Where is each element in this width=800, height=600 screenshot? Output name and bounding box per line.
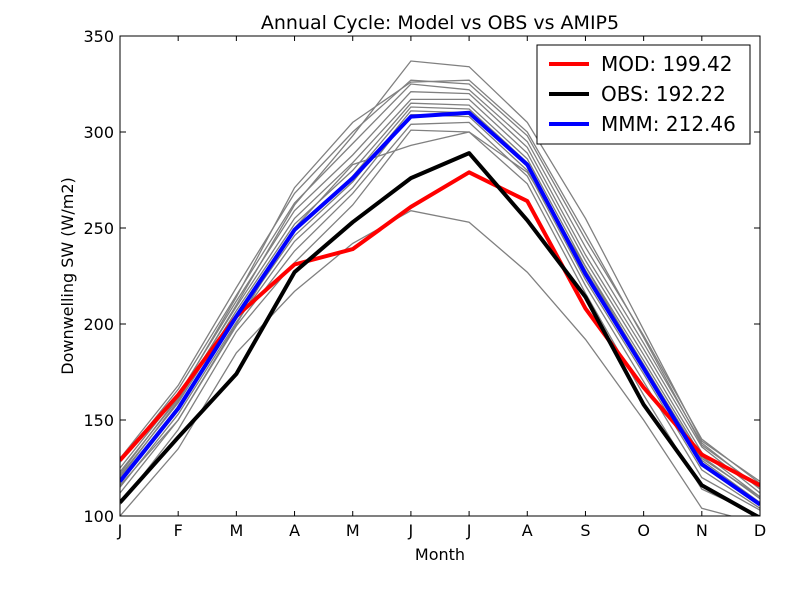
x-tick-label: J [117, 521, 123, 540]
x-tick-label: M [346, 521, 360, 540]
ensemble-line-14 [120, 79, 760, 488]
axes-frame [119, 35, 761, 517]
chart-title: Annual Cycle: Model vs OBS vs AMIP5 [261, 12, 619, 34]
y-tick-label: 100 [83, 507, 114, 526]
x-tick-label: S [580, 521, 590, 540]
y-tick-label: 250 [83, 219, 114, 238]
x-tick-label: J [408, 521, 414, 540]
x-tick-label: A [289, 521, 300, 540]
ensemble-line-7 [120, 102, 760, 500]
legend-label-obs: OBS: 192.22 [601, 82, 726, 106]
ensemble-line-2 [120, 129, 760, 516]
legend-label-mod: MOD: 199.42 [601, 52, 732, 76]
series-line-mmm [120, 110, 760, 507]
ensemble-line-11 [120, 79, 760, 484]
x-tick-label: M [229, 521, 243, 540]
x-tick-label: O [637, 521, 650, 540]
y-tick-label: 300 [83, 123, 114, 142]
y-tick-label: 350 [83, 27, 114, 46]
ensemble-line-8 [120, 98, 760, 498]
x-tick-label: D [754, 521, 766, 540]
series-line-obs [120, 151, 760, 516]
ensemble-line-10 [120, 83, 760, 490]
ensemble-line-9 [120, 91, 760, 494]
ensemble-line-12 [120, 60, 760, 482]
x-tick-label: J [466, 521, 472, 540]
legend-label-mmm: MMM: 212.46 [601, 112, 736, 136]
y-tick-label: 150 [83, 411, 114, 430]
x-axis-label: Month [415, 545, 465, 564]
y-axis-label: Downwelling SW (W/m2) [58, 177, 77, 375]
legend: MOD: 199.42 OBS: 192.22 MMM: 212.46 [536, 44, 751, 145]
plot-area [120, 60, 760, 516]
x-tick-label: N [696, 521, 708, 540]
ensemble-line-1 [120, 210, 734, 516]
x-tick-label: F [174, 521, 183, 540]
axes: J F M A M J J A S O N D 100 150 200 250 300 350 [83, 27, 766, 540]
x-tick-label: A [522, 521, 533, 540]
y-tick-label: 200 [83, 315, 114, 334]
